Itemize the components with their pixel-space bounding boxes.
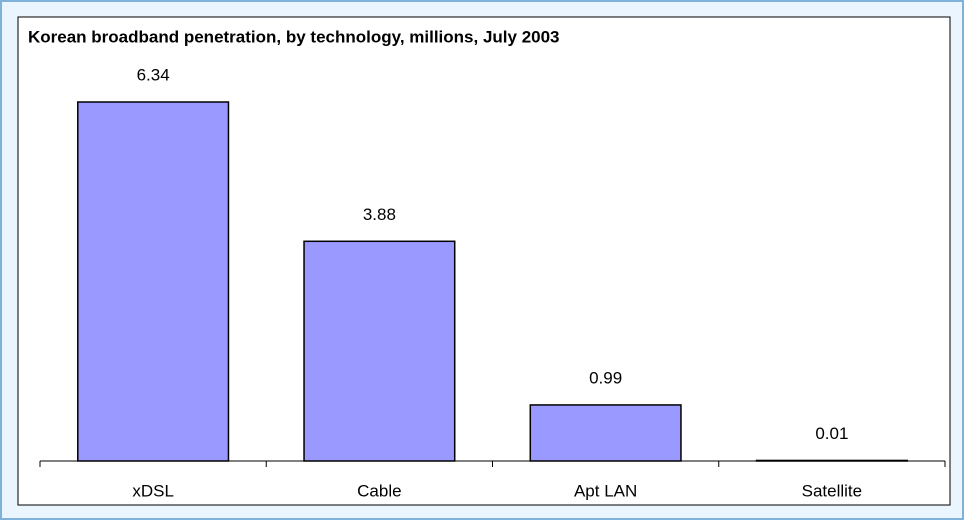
data-label: 3.88: [363, 205, 396, 224]
x-tick-label: xDSL: [132, 481, 174, 500]
data-label: 0.99: [589, 368, 622, 387]
x-tick-label: Apt LAN: [574, 481, 637, 500]
bar: [77, 101, 230, 462]
bar: [529, 404, 682, 462]
x-tick-label: Satellite: [802, 481, 862, 500]
data-label: 0.01: [815, 424, 848, 443]
data-label: 6.34: [137, 65, 170, 84]
bar: [303, 240, 456, 462]
x-tick-label: Cable: [357, 481, 401, 500]
chart-title: Korean broadband penetration, by technol…: [28, 27, 560, 46]
